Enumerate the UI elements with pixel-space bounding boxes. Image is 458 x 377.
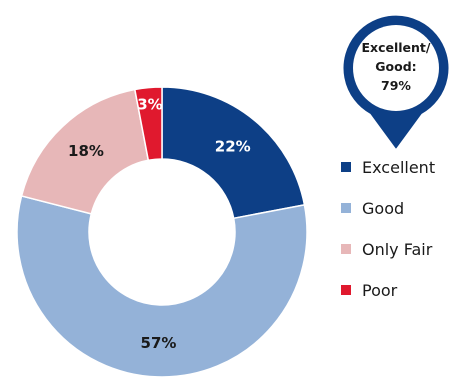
callout-pin: Excellent/ Good: 79% xyxy=(343,15,449,149)
legend-swatch-poor xyxy=(341,285,351,295)
chart-legend: Excellent Good Only Fair Poor xyxy=(341,158,435,300)
callout-line-1: Excellent/ xyxy=(362,40,431,55)
callout-line-2: Good: xyxy=(375,59,416,74)
slice-label-good: 57% xyxy=(141,334,177,352)
callout-line-3: 79% xyxy=(381,78,411,93)
slice-poor xyxy=(133,86,163,162)
legend-label-poor: Poor xyxy=(362,281,398,300)
slice-label-excellent: 22% xyxy=(215,137,251,155)
callout-pin-inner xyxy=(353,25,439,111)
legend-label-excellent: Excellent xyxy=(362,158,435,177)
slice-good xyxy=(16,195,308,377)
legend-label-good: Good xyxy=(362,199,404,218)
slice-label-only-fair: 18% xyxy=(68,142,104,160)
legend-label-only-fair: Only Fair xyxy=(362,240,433,259)
legend-swatch-only-fair xyxy=(341,244,351,254)
donut-slice-labels: 22% 57% 18% 3% xyxy=(68,96,251,352)
slice-excellent xyxy=(161,86,306,220)
legend-swatch-excellent xyxy=(341,162,351,172)
legend-swatch-good xyxy=(341,203,351,213)
slice-only-fair xyxy=(20,88,150,215)
donut-slices xyxy=(16,86,308,377)
slice-label-poor: 3% xyxy=(137,96,162,114)
